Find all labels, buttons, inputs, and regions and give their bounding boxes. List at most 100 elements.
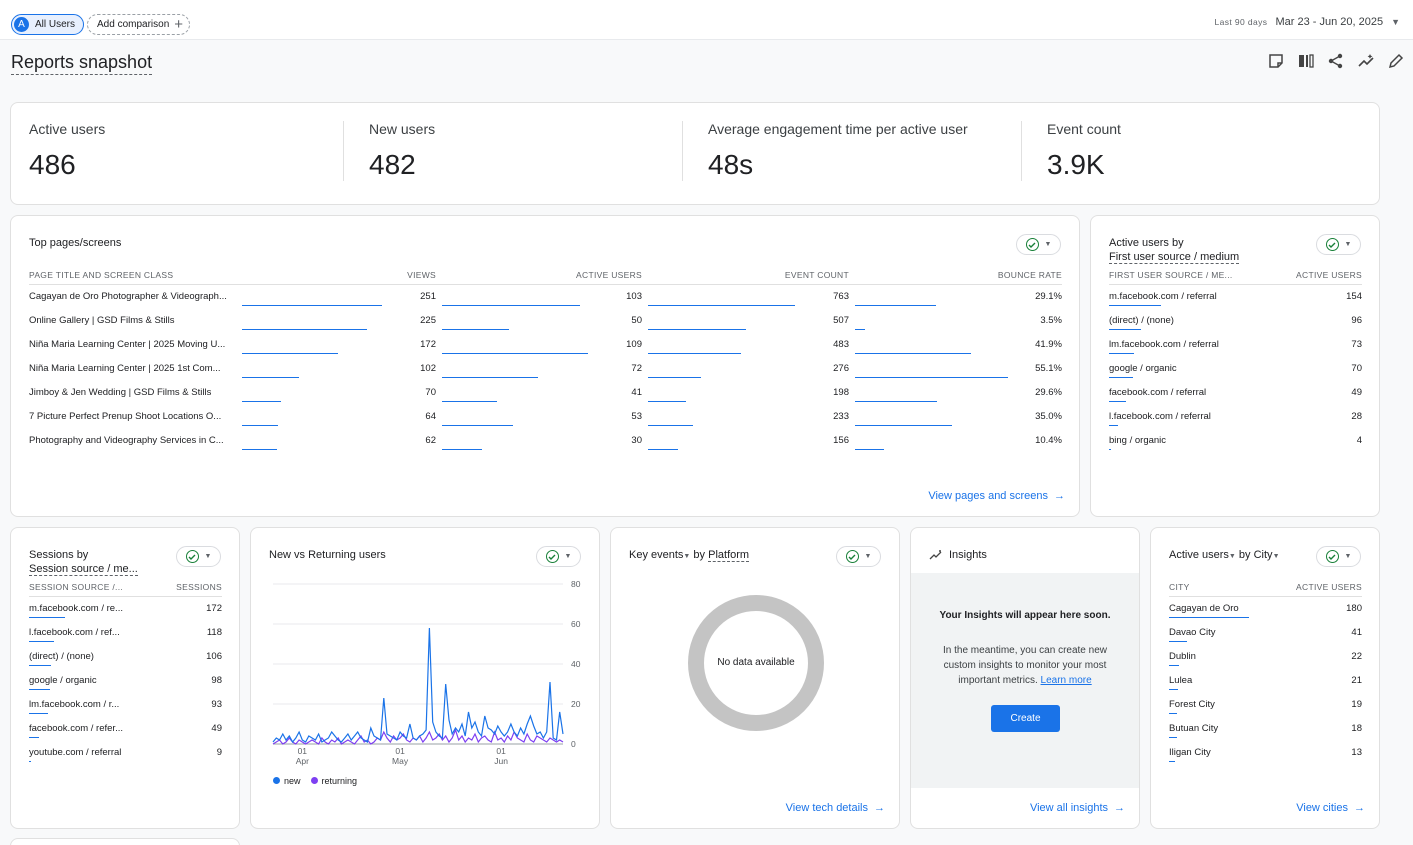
table-row[interactable]: Butuan City 18 — [1169, 716, 1362, 740]
table-row[interactable]: youtube.com / referral 9 — [29, 740, 222, 764]
table-row[interactable]: m.facebook.com / re... 172 — [29, 596, 222, 620]
col-header[interactable]: CITY — [1169, 578, 1269, 597]
table-row[interactable]: bing / organic 4 — [1109, 428, 1362, 452]
cell-views: 225 — [236, 308, 436, 332]
col-header[interactable]: PAGE TITLE AND SCREEN CLASS — [29, 266, 236, 285]
comparison-toggle[interactable]: ▼ — [1316, 546, 1361, 567]
table-row[interactable]: lm.facebook.com / referral 73 — [1109, 332, 1362, 356]
dimension-picker[interactable]: City — [1253, 549, 1273, 561]
comparison-toggle[interactable]: ▼ — [1316, 234, 1361, 255]
cell-value: 28 — [1351, 410, 1362, 422]
table-row[interactable]: Niña Maria Learning Center | 2025 1st Co… — [29, 356, 1062, 380]
metric-picker[interactable]: Active users — [1169, 549, 1229, 561]
row-label: Iligan City — [1169, 740, 1268, 764]
table-row[interactable]: lm.facebook.com / r... 93 — [29, 692, 222, 716]
kpi-new-users[interactable]: New users 482 — [369, 121, 435, 181]
table-row[interactable]: (direct) / (none) 106 — [29, 644, 222, 668]
kpi-engagement-time[interactable]: Average engagement time per active user … — [708, 121, 968, 181]
table-row[interactable]: Forest City 19 — [1169, 692, 1362, 716]
comparison-toggle[interactable]: ▼ — [1016, 234, 1061, 255]
row-label: bing / organic — [1109, 428, 1274, 452]
table-row[interactable]: Davao City 41 — [1169, 620, 1362, 644]
cell-value: 49 — [211, 722, 222, 734]
metric-picker[interactable]: Key events — [629, 549, 684, 561]
comparison-toggle[interactable]: ▼ — [176, 546, 221, 567]
donut-chart — [688, 595, 824, 731]
cell-value: 21 — [1351, 674, 1362, 686]
col-header[interactable]: FIRST USER SOURCE / ME... — [1109, 266, 1274, 285]
card-title: Top pages/screens — [29, 237, 122, 249]
notes-icon[interactable] — [1267, 52, 1285, 70]
kpi-card: Active users 486 New users 482 Average e… — [10, 102, 1380, 205]
add-comparison-button[interactable]: Add comparison + — [87, 14, 191, 35]
kpi-event-count[interactable]: Event count 3.9K — [1047, 121, 1121, 181]
col-header[interactable]: SESSIONS — [158, 578, 222, 597]
segment-chip-all-users[interactable]: A All Users — [11, 14, 85, 35]
view-pages-link[interactable]: View pages and screens → — [928, 490, 1065, 502]
share-icon[interactable] — [1327, 52, 1345, 70]
value-bar — [1169, 736, 1177, 738]
arrow-right-icon: → — [874, 802, 885, 814]
table-row[interactable]: Niña Maria Learning Center | 2025 Moving… — [29, 332, 1062, 356]
create-button[interactable]: Create — [991, 705, 1060, 732]
comparison-toggle[interactable]: ▼ — [836, 546, 881, 567]
value-bar — [1169, 760, 1175, 762]
cell-views: 64 — [236, 404, 436, 428]
y-tick-label: 60 — [571, 619, 581, 629]
cell-users: 41 — [436, 380, 642, 404]
value-bar — [1109, 352, 1134, 354]
table-row[interactable]: google / organic 98 — [29, 668, 222, 692]
cell-value: 19 — [1351, 698, 1362, 710]
table-row[interactable]: facebook.com / referral 49 — [1109, 380, 1362, 404]
value-bar — [855, 376, 1008, 378]
date-range-picker[interactable]: Last 90 days Mar 23 - Jun 20, 2025 ▼ — [1214, 16, 1400, 28]
dimension-picker[interactable]: Session source / me... — [29, 563, 138, 576]
value-bar — [242, 424, 278, 426]
col-header[interactable]: ACTIVE USERS — [436, 266, 642, 285]
dimension-picker[interactable]: First user source / medium — [1109, 251, 1240, 264]
table-row[interactable]: Jimboy & Jen Wedding | GSD Films & Still… — [29, 380, 1062, 404]
page-title[interactable]: Reports snapshot — [11, 52, 153, 75]
value-bar — [1109, 328, 1142, 330]
col-header[interactable]: EVENT COUNT — [642, 266, 849, 285]
cell-value: 41 — [1351, 626, 1362, 638]
series-line-new[interactable] — [272, 627, 564, 744]
value-bar — [855, 400, 938, 402]
table-row[interactable]: (direct) / (none) 96 — [1109, 308, 1362, 332]
table-row[interactable]: Cagayan de Oro 180 — [1169, 596, 1362, 620]
cell-value: 70 — [1351, 362, 1362, 374]
cell-views: 102 — [236, 356, 436, 380]
table-row[interactable]: Lulea 21 — [1169, 668, 1362, 692]
cell-bounce: 35.0% — [849, 404, 1062, 428]
table-row[interactable]: google / organic 70 — [1109, 356, 1362, 380]
kpi-active-users[interactable]: Active users 486 — [29, 121, 105, 181]
col-header[interactable]: ACTIVE USERS — [1268, 578, 1362, 597]
table-row[interactable]: Dublin 22 — [1169, 644, 1362, 668]
dimension-picker[interactable]: Platform — [708, 549, 750, 562]
edit-icon[interactable] — [1387, 52, 1405, 70]
table-row[interactable]: Online Gallery | GSD Films & Stills 225 50… — [29, 308, 1062, 332]
comparison-toggle[interactable]: ▼ — [536, 546, 581, 567]
check-circle-icon — [1325, 550, 1339, 563]
col-header[interactable]: BOUNCE RATE — [849, 266, 1062, 285]
view-tech-details-link[interactable]: View tech details → — [786, 802, 885, 814]
compare-icon[interactable] — [1297, 52, 1315, 70]
value-bar — [1109, 304, 1161, 306]
table-row[interactable]: Photography and Videography Services in … — [29, 428, 1062, 452]
col-header[interactable]: VIEWS — [236, 266, 436, 285]
insights-icon[interactable] — [1357, 52, 1375, 70]
col-header[interactable]: ACTIVE USERS — [1273, 266, 1362, 285]
view-all-insights-link[interactable]: View all insights → — [1030, 802, 1125, 814]
table-row[interactable]: l.facebook.com / ref... 118 — [29, 620, 222, 644]
value-bar — [242, 400, 282, 402]
col-header[interactable]: SESSION SOURCE /... — [29, 578, 159, 597]
table-row[interactable]: l.facebook.com / referral 28 — [1109, 404, 1362, 428]
learn-more-link[interactable]: Learn more — [1040, 675, 1092, 686]
table-row[interactable]: 7 Picture Perfect Prenup Shoot Locations… — [29, 404, 1062, 428]
view-cities-link[interactable]: View cities → — [1296, 802, 1365, 814]
table-row[interactable]: Cagayan de Oro Photographer & Videograph… — [29, 284, 1062, 308]
table-row[interactable]: Iligan City 13 — [1169, 740, 1362, 764]
table-row[interactable]: m.facebook.com / referral 154 — [1109, 284, 1362, 308]
table-row[interactable]: facebook.com / refer... 49 — [29, 716, 222, 740]
